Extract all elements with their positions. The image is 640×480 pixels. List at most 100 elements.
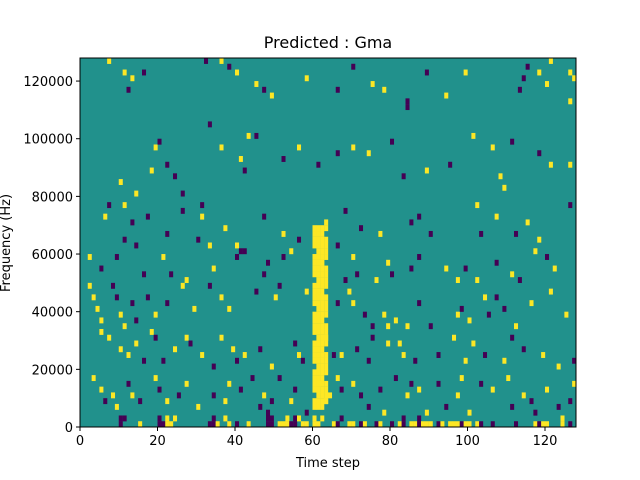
heatmap-cell — [386, 340, 391, 347]
heatmap-cell — [277, 421, 282, 428]
heatmap-cell — [316, 305, 321, 312]
plot-frame — [79, 57, 577, 428]
heatmap-cell — [335, 150, 340, 157]
heatmap-cell — [483, 352, 488, 358]
x-axis-label: Time step — [295, 456, 360, 471]
heatmap-cell — [541, 352, 546, 358]
y-tick-label: 60000 — [32, 248, 73, 263]
heatmap-cell — [378, 386, 383, 393]
heatmap-cell — [207, 242, 212, 249]
heatmap-cell — [122, 236, 127, 243]
heatmap-cell — [339, 415, 344, 422]
heatmap-cells — [87, 58, 577, 428]
heatmap-cell — [401, 415, 406, 422]
heatmap-cell — [312, 242, 317, 249]
heatmap-cell — [517, 86, 522, 93]
heatmap-cell — [281, 421, 286, 428]
heatmap-cell — [390, 421, 395, 428]
heatmap-cell — [455, 392, 460, 399]
heatmap-cell — [320, 317, 325, 324]
heatmap-cell — [475, 277, 480, 284]
heatmap-cell — [397, 340, 402, 347]
heatmap-cell — [316, 357, 321, 364]
heatmap-cell — [467, 317, 472, 324]
heatmap-cell — [514, 323, 519, 330]
heatmap-cell — [316, 352, 321, 358]
heatmap-cell — [316, 161, 321, 168]
heatmap-cell — [393, 317, 398, 324]
heatmap-cell — [111, 282, 116, 289]
heatmap-cell — [107, 202, 112, 209]
heatmap-cell — [200, 352, 205, 358]
heatmap-cell — [242, 167, 247, 174]
heatmap-cell — [316, 254, 321, 260]
heatmap-cell — [324, 305, 329, 312]
heatmap-cell — [297, 352, 302, 358]
heatmap-cell — [285, 421, 290, 428]
heatmap-cell — [320, 230, 325, 237]
heatmap-cell — [320, 415, 325, 422]
heatmap-cell — [490, 144, 495, 151]
heatmap-cell — [351, 254, 356, 260]
heatmap-cell — [316, 398, 321, 405]
heatmap-cell — [393, 375, 398, 382]
heatmap-cell — [211, 392, 216, 399]
heatmap-cell — [324, 242, 329, 249]
heatmap-cell — [320, 403, 325, 410]
heatmap-cell — [254, 288, 259, 295]
heatmap-cell — [316, 265, 321, 272]
heatmap-cell — [490, 421, 495, 428]
heatmap-cell — [219, 294, 224, 301]
heatmap-cell — [359, 421, 364, 428]
heatmap-cell — [142, 271, 147, 278]
heatmap-cell — [475, 202, 480, 209]
heatmap-cell — [293, 340, 298, 347]
heatmap-cell — [459, 305, 464, 312]
heatmap-cell — [324, 398, 329, 405]
heatmap-cell — [568, 69, 573, 76]
plot-area — [79, 57, 577, 428]
heatmap-cell — [324, 357, 329, 364]
x-axis-ticks: 0 20 40 60 80 100 120 — [76, 427, 557, 449]
heatmap-cell — [200, 202, 205, 209]
heatmap-cell — [436, 352, 441, 358]
heatmap-cell — [312, 236, 317, 243]
heatmap-cell — [537, 421, 542, 428]
heatmap-cell — [568, 161, 573, 168]
heatmap-cell — [153, 311, 158, 318]
heatmap-cell — [304, 421, 309, 428]
heatmap-cell — [490, 386, 495, 393]
heatmap-cell — [145, 213, 150, 220]
heatmap-cell — [506, 375, 511, 382]
heatmap-cell — [568, 398, 573, 405]
heatmap-cell — [324, 294, 329, 301]
heatmap-cell — [475, 421, 480, 428]
heatmap-cell — [510, 138, 515, 145]
heatmap-cell — [269, 363, 274, 370]
heatmap-cell — [281, 156, 286, 162]
heatmap-cell — [312, 415, 317, 422]
heatmap-cell — [417, 213, 422, 220]
heatmap-cell — [293, 421, 298, 428]
heatmap-cell — [266, 415, 271, 422]
heatmap-cell — [463, 421, 468, 428]
heatmap-cell — [173, 173, 178, 180]
heatmap-cell — [312, 352, 317, 358]
y-tick-label: 0 — [65, 421, 73, 436]
heatmap-cell — [312, 403, 317, 410]
heatmap-cell — [130, 300, 135, 307]
y-tick-label: 80000 — [32, 190, 73, 205]
heatmap-cell — [312, 380, 317, 387]
heatmap-cell — [99, 386, 104, 393]
heatmap-cell — [297, 415, 302, 422]
heatmap-cell — [312, 259, 317, 266]
heatmap-cell — [238, 248, 243, 255]
heatmap-cell — [250, 375, 255, 382]
heatmap-cell — [320, 311, 325, 318]
heatmap-cell — [316, 230, 321, 237]
heatmap-cell — [320, 259, 325, 266]
heatmap-cell — [324, 282, 329, 289]
heatmap-cell — [142, 69, 147, 76]
heatmap-cell — [269, 398, 274, 405]
heatmap-cell — [130, 219, 135, 226]
